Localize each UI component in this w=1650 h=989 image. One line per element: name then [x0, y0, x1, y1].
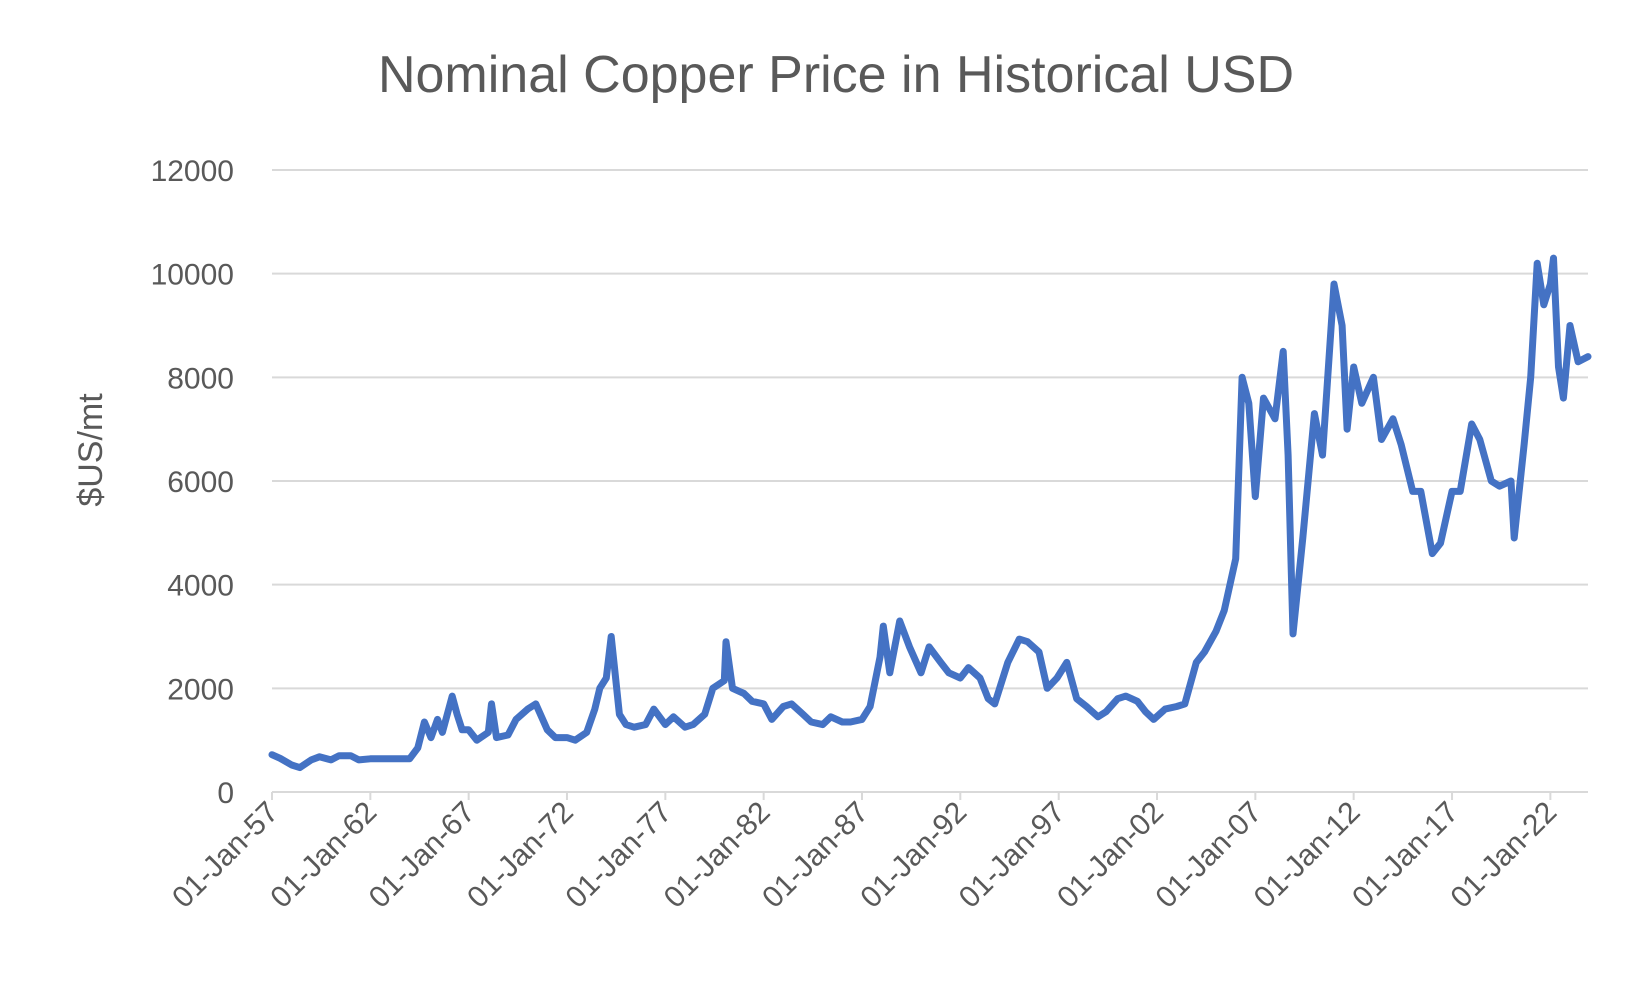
x-tick-label: 01-Jan-57: [166, 796, 285, 915]
y-tick-label: 0: [217, 777, 234, 810]
x-tick-label: 01-Jan-92: [854, 796, 973, 915]
y-tick-label: 6000: [167, 466, 234, 499]
x-tick-label: 01-Jan-22: [1444, 796, 1563, 915]
x-tick-label: 01-Jan-02: [1051, 796, 1170, 915]
x-tick-label: 01-Jan-97: [953, 796, 1072, 915]
chart-title: Nominal Copper Price in Historical USD: [378, 46, 1294, 104]
x-tick-labels: 01-Jan-5701-Jan-6201-Jan-6701-Jan-7201-J…: [166, 792, 1563, 914]
y-axis-label: $US/mt: [72, 393, 110, 507]
gridlines: [272, 169, 1588, 793]
x-tick-label: 01-Jan-77: [559, 796, 678, 915]
series-group: [268, 254, 1592, 772]
x-tick-label: 01-Jan-12: [1248, 796, 1367, 915]
series-line-copper-price: [268, 254, 1592, 772]
y-tick-label: 4000: [167, 570, 234, 603]
x-tick-label: 01-Jan-17: [1346, 796, 1465, 915]
y-tick-labels: 0 2000 4000 6000 8000 10000 12000: [151, 155, 234, 810]
x-tick-label: 01-Jan-62: [264, 796, 383, 915]
x-tick-label: 01-Jan-67: [363, 796, 482, 915]
x-tick-label: 01-Jan-07: [1149, 796, 1268, 915]
y-tick-label: 10000: [151, 259, 234, 292]
x-tick-label: 01-Jan-87: [756, 796, 875, 915]
y-tick-label: 2000: [167, 673, 234, 706]
y-tick-label: 12000: [151, 155, 234, 188]
x-tick-label: 01-Jan-82: [658, 796, 777, 915]
y-tick-label: 8000: [167, 362, 234, 395]
x-tick-label: 01-Jan-72: [461, 796, 580, 915]
